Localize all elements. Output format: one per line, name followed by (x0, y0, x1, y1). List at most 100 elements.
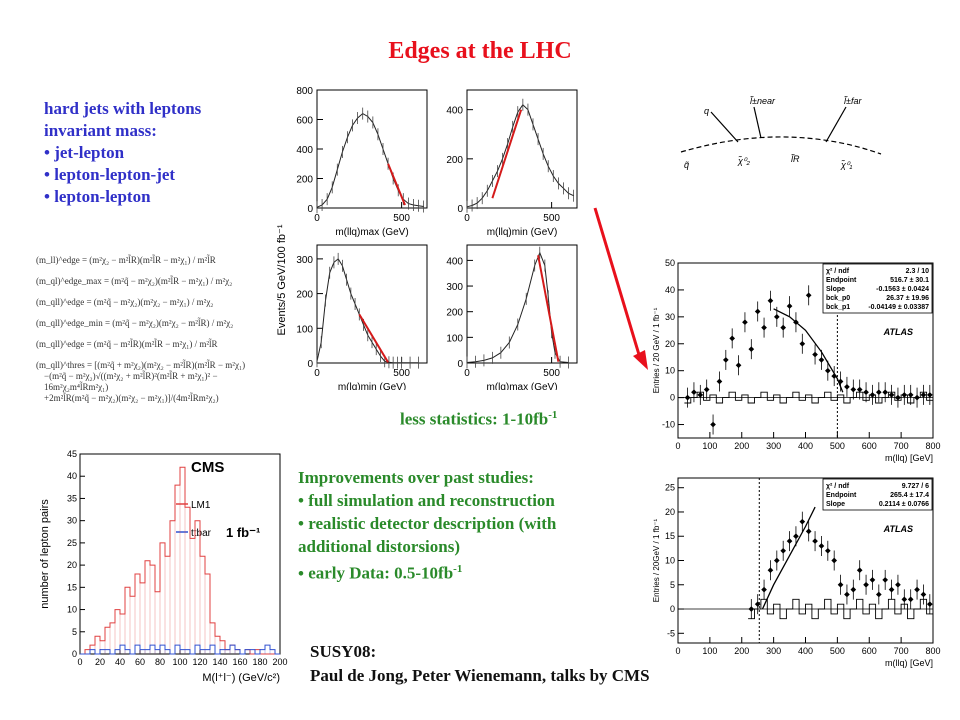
x-tick-label: 500 (393, 368, 410, 379)
data-point (920, 392, 927, 398)
x-tick-label: 0 (314, 213, 320, 224)
y-tick-label: -10 (662, 420, 675, 430)
x-tick-label: 160 (232, 657, 247, 667)
x-axis-label: m(lq)max (GeV) (486, 382, 557, 390)
data-point (863, 581, 869, 588)
stats-value: 2.3 / 10 (906, 268, 929, 275)
x-tick-label: 700 (894, 646, 909, 656)
data-point (748, 606, 755, 612)
diagram-label: χ̃⁰₁ (840, 159, 853, 170)
data-point (875, 591, 882, 598)
edge-fit-line (491, 109, 523, 199)
x-axis-label: m(llq) [GeV] (885, 658, 933, 668)
data-point (767, 567, 774, 574)
plot-frame (316, 244, 428, 364)
x-axis-label: M(l⁺l⁻) (GeV/c²) (202, 672, 280, 684)
y-tick-label: 300 (296, 255, 313, 266)
intro-block: hard jets with leptons invariant mass: j… (44, 98, 284, 208)
formula-line: (m_qll)^edge = (m²q̃ − m²χ₂)(m²χ₂ − m²χ₁… (36, 297, 214, 307)
y-tick-label: 45 (67, 449, 77, 459)
fit-curve (773, 308, 844, 393)
y-tick-label: 30 (665, 312, 675, 322)
x-tick-label: 100 (702, 441, 717, 451)
lumi-label: 1 fb⁻¹ (226, 525, 260, 540)
data-point (863, 389, 869, 396)
data-point (812, 351, 818, 358)
y-tick-label: 800 (296, 86, 313, 97)
data-curve (316, 112, 424, 208)
data-point (818, 357, 825, 363)
x-tick-label: 0 (77, 657, 82, 667)
intro-heading-line: invariant mass: (44, 121, 157, 140)
diagram-label: l̃R (791, 153, 800, 164)
edge-fit-line (537, 255, 560, 362)
formula-line: (m_qll)^thres = [(m²q̃ + m²χ₂)(m²χ₂ − m²… (36, 360, 246, 370)
data-curve (316, 258, 419, 364)
y-tick-label: 25 (67, 538, 77, 548)
data-point (716, 378, 723, 385)
y-tick-label: 600 (296, 116, 313, 127)
data-point (786, 303, 793, 309)
y-tick-label: 25 (665, 483, 675, 493)
histogram-ttbar (80, 644, 280, 655)
x-tick-label: 80 (155, 657, 165, 667)
x-tick-label: 200 (272, 657, 287, 667)
stats-box (822, 478, 933, 511)
y-tick-label: 0 (307, 204, 313, 215)
stats-value: 9.727 / 6 (902, 483, 929, 490)
y-tick-label: 50 (665, 258, 675, 268)
data-point (831, 557, 838, 564)
stats-value: 265.4 ± 17.4 (890, 492, 929, 499)
y-tick-label: 10 (665, 556, 675, 566)
data-point (773, 557, 780, 564)
x-tick-label: 200 (734, 441, 749, 451)
stats-key: bck_p0 (826, 295, 850, 302)
data-point (882, 389, 889, 396)
diagram-label: q (704, 106, 709, 116)
stats-value: -0.04149 ± 0.03387 (868, 304, 929, 311)
x-tick-label: 60 (135, 657, 145, 667)
x-tick-label: 20 (95, 657, 105, 667)
data-point (926, 601, 933, 608)
stats-key: Endpoint (826, 277, 857, 284)
y-axis-label: Entries / 20GeV / 1 fb⁻¹ (652, 518, 661, 602)
x-tick-label: 800 (925, 441, 940, 451)
formula-line: (m_qll)^edge = (m²q̃ − m²l̃R)(m²l̃R − m²… (36, 339, 218, 349)
data-curve (466, 251, 569, 363)
stats-value: -0.1563 ± 0.0424 (876, 286, 929, 293)
data-point (703, 386, 710, 393)
data-point (780, 324, 787, 331)
stats-key: Slope (826, 501, 845, 508)
data-point (710, 421, 716, 428)
stats-box (822, 263, 933, 314)
x-tick-label: 700 (894, 441, 909, 451)
data-point (722, 357, 729, 363)
x-tick-label: 200 (734, 646, 749, 656)
atlas-label: ATLAS (883, 524, 913, 534)
y-tick-label: 100 (296, 324, 313, 335)
decay-chain-diagram: q l̃±near l̃±far q̃ χ̃⁰₂ l̃R χ̃⁰₁ (680, 95, 882, 170)
data-point (729, 335, 736, 342)
y-tick-label: 400 (446, 256, 463, 267)
diagram-label: l̃±far (844, 95, 863, 106)
red-arrow (593, 207, 648, 370)
x-tick-label: 600 (862, 441, 877, 451)
data-point (818, 543, 825, 549)
x-tick-label: 100 (702, 646, 717, 656)
y-tick-label: -5 (667, 628, 675, 638)
stats-key: χ² / ndf (826, 483, 850, 490)
less-statistics-note: less statistics: 1-10fb-1 (400, 404, 557, 431)
formula-line: (m_ql)^edge_max = (m²q̃ − m²χ₂)(m²l̃R − … (36, 276, 233, 286)
data-point (869, 577, 876, 583)
data-point (920, 591, 927, 598)
quark-line (710, 111, 739, 143)
x-tick-label: 300 (766, 646, 781, 656)
x-tick-label: 100 (172, 657, 187, 667)
stats-key: Slope (826, 286, 845, 293)
y-tick-label: 400 (446, 106, 463, 117)
intro-heading-line: hard jets with leptons (44, 99, 202, 118)
data-point (856, 567, 863, 574)
data-point (907, 392, 914, 398)
x-tick-label: 0 (314, 368, 320, 379)
y-tick-label: 0 (457, 359, 463, 370)
